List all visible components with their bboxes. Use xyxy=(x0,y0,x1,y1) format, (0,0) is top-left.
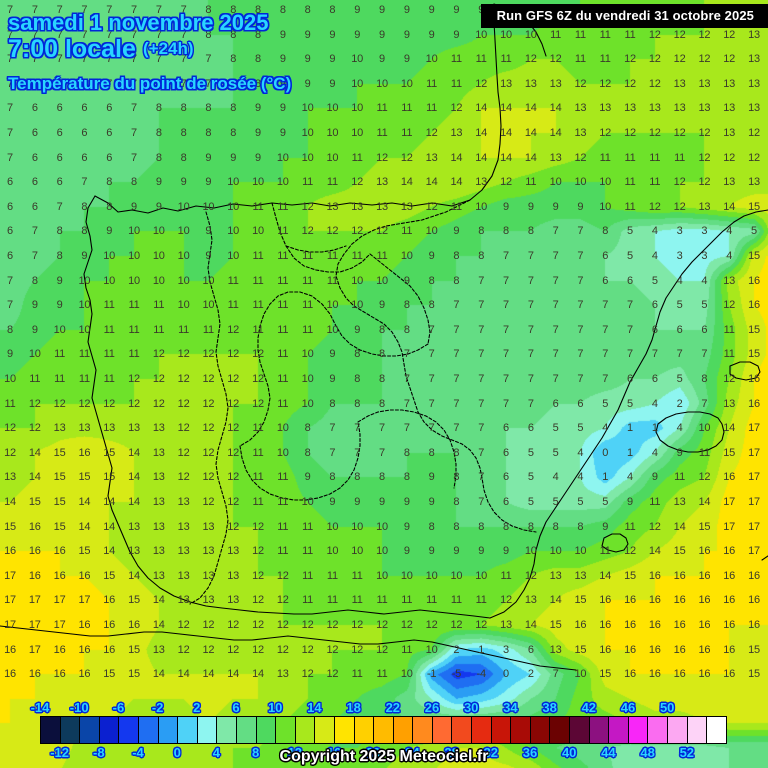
legend-tick-label: 34 xyxy=(503,700,518,715)
legend-tick-label: 44 xyxy=(601,745,616,760)
legend-tick-label: -8 xyxy=(93,745,105,760)
legend-tick-label: 52 xyxy=(679,745,695,760)
legend-tick-label: 30 xyxy=(463,700,479,715)
color-scale-legend xyxy=(40,716,727,744)
legend-tick-label: -10 xyxy=(69,700,89,715)
legend-swatch xyxy=(471,716,492,744)
forecast-date-title: samedi 1 novembre 2025 xyxy=(8,10,269,35)
forecast-time-title: 7:00 locale xyxy=(8,35,136,63)
legend-tick-label: 42 xyxy=(581,700,597,715)
legend-swatch xyxy=(275,716,296,744)
legend-tick-label: -14 xyxy=(30,700,50,715)
legend-tick-label: 12 xyxy=(287,745,303,760)
legend-tick-label: -12 xyxy=(50,745,69,760)
legend-swatch xyxy=(431,716,453,744)
parameter-title: Température du point de rosée (°C) xyxy=(8,74,292,93)
legend-tick-label: 20 xyxy=(365,745,381,760)
legend-swatch xyxy=(549,716,571,744)
copyright-notice: Copyright 2025 Meteociel.fr xyxy=(279,748,489,765)
legend-swatch xyxy=(333,716,355,744)
legend-tick-label: 28 xyxy=(444,745,459,760)
legend-tick-label: 32 xyxy=(483,745,499,760)
legend-swatch xyxy=(294,716,316,744)
legend-swatch xyxy=(510,716,531,744)
legend-swatch xyxy=(314,716,335,744)
legend-swatch xyxy=(98,716,120,744)
legend-tick-label: -4 xyxy=(132,745,144,760)
legend-swatch xyxy=(137,716,159,744)
legend-swatch xyxy=(667,716,688,744)
legend-swatch xyxy=(529,716,551,744)
legend-tick-label: 48 xyxy=(640,745,655,760)
legend-swatch xyxy=(235,716,257,744)
legend-swatch xyxy=(216,716,237,744)
legend-swatch xyxy=(627,716,649,744)
legend-swatch xyxy=(373,716,394,744)
legend-tick-label: 40 xyxy=(561,745,577,760)
legend-swatch xyxy=(608,716,629,744)
legend-tick-label: 4 xyxy=(212,745,221,760)
legend-swatch xyxy=(412,716,433,744)
legend-swatch xyxy=(157,716,179,744)
legend-tick-label: 38 xyxy=(542,700,557,715)
legend-tick-label: 0 xyxy=(173,745,181,760)
legend-swatch xyxy=(647,716,668,744)
legend-swatch xyxy=(451,716,473,744)
legend-tick-label: -6 xyxy=(112,700,125,715)
legend-tick-label: 8 xyxy=(251,745,260,760)
legend-swatch xyxy=(79,716,100,744)
legend-tick-label: 22 xyxy=(385,700,401,715)
legend-swatch xyxy=(569,716,590,744)
legend-swatch xyxy=(353,716,375,744)
legend-swatch xyxy=(686,716,708,744)
legend-swatch xyxy=(588,716,610,744)
legend-tick-label: 10 xyxy=(267,700,283,715)
legend-tick-label: 26 xyxy=(424,700,440,715)
legend-tick-label: 18 xyxy=(346,700,361,715)
legend-swatch xyxy=(59,716,81,744)
legend-swatch xyxy=(392,716,414,744)
legend-swatch xyxy=(490,716,512,744)
legend-tick-label: 46 xyxy=(620,700,636,715)
legend-tick-label: 16 xyxy=(326,745,342,760)
legend-tick-label: 36 xyxy=(522,745,538,760)
legend-tick-label: 6 xyxy=(232,700,240,715)
legend-tick-label: 50 xyxy=(659,700,675,715)
legend-tick-label: 14 xyxy=(307,700,322,715)
forecast-offset-label: (+24h) xyxy=(143,39,194,58)
legend-swatch xyxy=(177,716,198,744)
legend-swatch xyxy=(706,716,727,744)
legend-swatch xyxy=(196,716,218,744)
legend-tick-label: -2 xyxy=(151,700,164,715)
legend-tick-label: 24 xyxy=(405,745,420,760)
legend-swatch xyxy=(118,716,139,744)
legend-tick-label: 2 xyxy=(193,700,201,715)
legend-swatch xyxy=(40,716,61,744)
legend-swatch xyxy=(255,716,277,744)
model-run-badge: Run GFS 6Z du vendredi 31 octobre 2025 xyxy=(480,4,768,28)
